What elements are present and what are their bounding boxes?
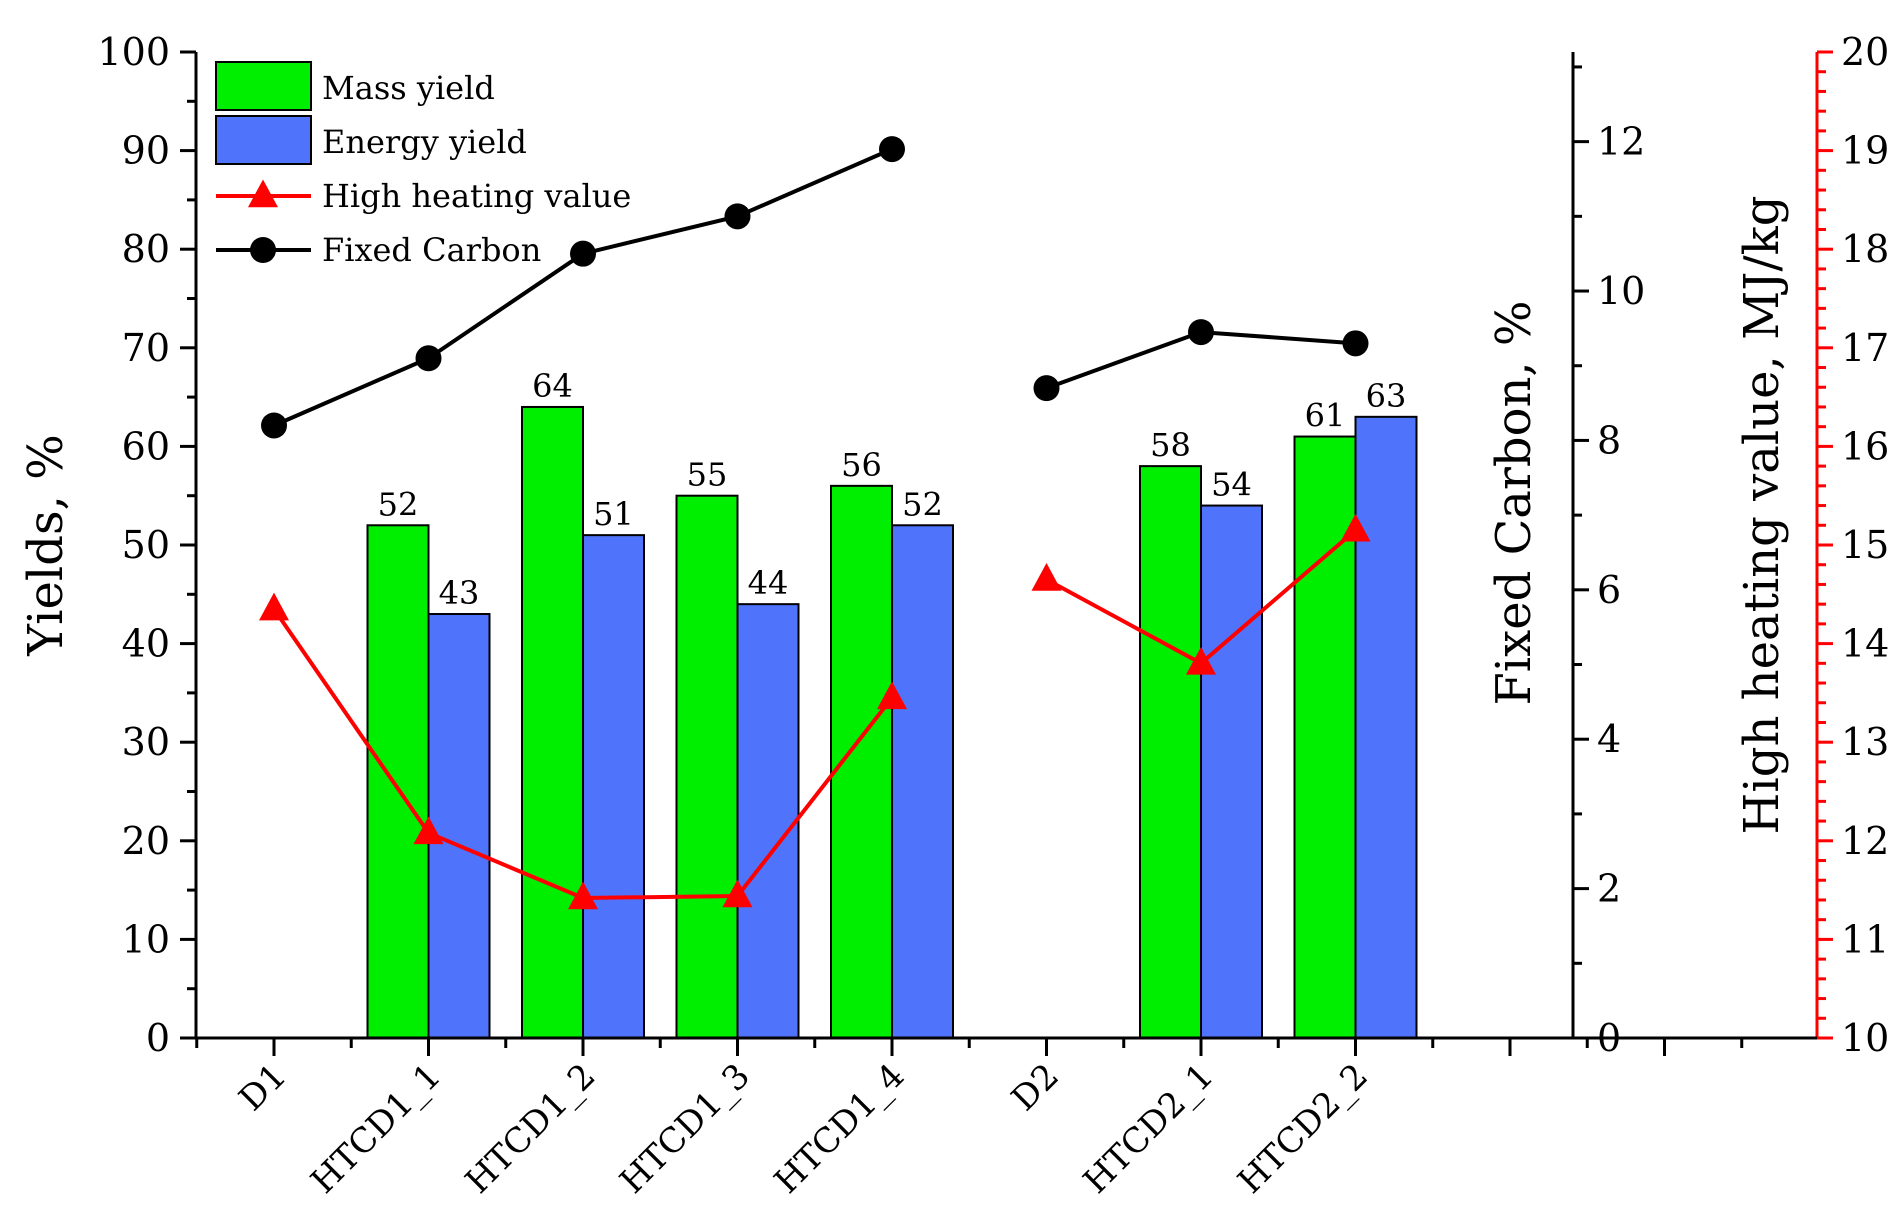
fixed-carbon-point [879, 136, 905, 163]
hhv-tick-label: 17 [1841, 326, 1889, 370]
yields-tick-label: 50 [122, 523, 170, 567]
energy-yield-bar [427, 613, 491, 1040]
yields-axis-title: Yields, % [18, 434, 74, 656]
yields-tick-label: 30 [122, 720, 170, 764]
fixed-carbon-point [724, 203, 751, 230]
yields-tick-label: 40 [122, 622, 170, 666]
yields-tick-label: 80 [122, 227, 170, 271]
mass-yield-label: 52 [378, 485, 419, 523]
energy-yield-label: 54 [1211, 466, 1252, 504]
legend-label-4: Fixed Carbon [322, 231, 541, 269]
yields-tick-label: 60 [122, 424, 170, 468]
fixed-carbon-tick-label: 6 [1597, 568, 1621, 612]
mass-yield-label: 58 [1150, 426, 1191, 464]
yields-tick-label: 0 [146, 1016, 170, 1060]
hhv-axis-title: High heating value, MJ/kg [1734, 196, 1790, 835]
energy-yield-bar [1354, 415, 1418, 1039]
hhv-point [722, 879, 753, 908]
energy-yield-label: 44 [748, 564, 789, 602]
energy-yield-bar [582, 534, 645, 1039]
energy-yield-bar [736, 603, 800, 1039]
hhv-point [1340, 513, 1371, 542]
hhv-tick-label: 10 [1841, 1016, 1889, 1060]
legend-label-2: Energy yield [322, 123, 527, 161]
fixed-carbon-point [1033, 375, 1060, 402]
fixed-carbon-tick-label: 2 [1597, 867, 1621, 911]
energy-yield-bar [891, 524, 954, 1039]
fixed-carbon-tick-label: 8 [1597, 418, 1621, 462]
mass-yield-label: 61 [1305, 397, 1346, 435]
hhv-tick-label: 11 [1841, 917, 1889, 961]
category-label: HTCD1_2 [458, 1056, 604, 1202]
hhv-tick-label: 13 [1841, 720, 1889, 764]
fixed-carbon-point [415, 345, 442, 372]
fixed-carbon-point [261, 412, 287, 439]
hhv-point [1031, 563, 1062, 591]
hhv-tick-label: 20 [1841, 30, 1889, 74]
hhv-point [259, 592, 289, 621]
hhv-tick-label: 15 [1841, 523, 1889, 567]
legend-marker-3 [248, 179, 278, 208]
legend-swatch-2 [215, 115, 312, 165]
hhv-tick-label: 16 [1841, 424, 1889, 468]
legend-label-1: Mass yield [322, 69, 495, 107]
hhv-tick-label: 19 [1841, 129, 1889, 173]
category-label: D2 [1004, 1056, 1067, 1119]
fixed-carbon-point [570, 240, 596, 267]
category-label: HTCD2_1 [1076, 1056, 1222, 1202]
legend-label-3: High heating value [322, 177, 631, 215]
legend-marker-4 [250, 237, 276, 263]
energy-yield-label: 52 [902, 485, 943, 523]
yields-tick-label: 100 [97, 30, 170, 74]
category-label: HTCD1_4 [767, 1056, 913, 1202]
fixed-carbon-tick-label: 10 [1597, 269, 1645, 313]
mass-yield-bar [366, 524, 430, 1039]
category-label: HTCD1_1 [303, 1056, 449, 1202]
yields-tick-label: 20 [122, 819, 170, 863]
energy-yield-bar [1200, 504, 1263, 1039]
mass-yield-bar [1139, 465, 1202, 1039]
legend-swatch-1 [215, 61, 312, 111]
category-label: HTCD2_2 [1230, 1056, 1376, 1202]
fixed-carbon-point [1188, 319, 1214, 346]
mass-yield-bar [1293, 435, 1357, 1040]
hhv-tick-label: 12 [1841, 819, 1889, 863]
hhv-tick-label: 14 [1841, 622, 1889, 666]
hhv-point [413, 816, 444, 845]
mass-yield-bar [521, 405, 584, 1039]
hhv-point [877, 681, 907, 710]
plot-area: 5243645155445652585461630102030405060708… [18, 30, 1889, 1202]
fixed-carbon-axis-title: Fixed Carbon, % [1486, 300, 1542, 705]
energy-yield-label: 51 [593, 495, 634, 533]
fixed-carbon-tick-label: 4 [1597, 717, 1621, 761]
category-label: D1 [231, 1056, 294, 1119]
mass-yield-bar [675, 494, 739, 1039]
fixed-carbon-point [1342, 330, 1369, 357]
hhv-tick-label: 18 [1841, 227, 1889, 271]
energy-yield-label: 63 [1366, 377, 1407, 415]
yields-tick-label: 70 [122, 326, 170, 370]
hhv-point [1186, 646, 1216, 675]
mass-yield-label: 55 [687, 456, 728, 494]
category-label: HTCD1_3 [612, 1056, 758, 1202]
hhv-point [568, 881, 598, 910]
mass-yield-label: 56 [841, 446, 882, 484]
yields-tick-label: 10 [122, 917, 170, 961]
energy-yield-label: 43 [439, 574, 480, 612]
mass-yield-label: 64 [532, 367, 573, 405]
fixed-carbon-tick-label: 12 [1597, 120, 1645, 164]
yields-tick-label: 90 [122, 129, 170, 173]
